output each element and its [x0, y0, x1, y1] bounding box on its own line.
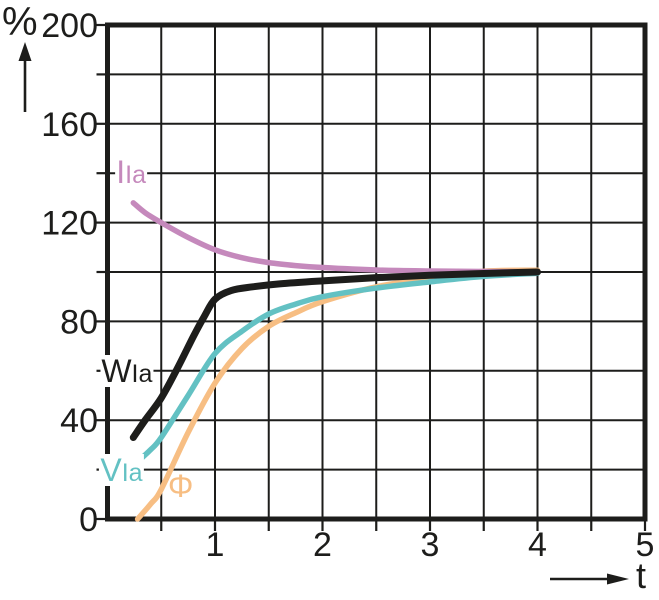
y-tick-label: 0	[79, 501, 98, 539]
curve-VIa	[131, 270, 541, 468]
y-tick-label: 120	[41, 205, 98, 243]
series-label-Phi: Φ	[167, 470, 195, 502]
y-axis-label: %	[2, 0, 38, 44]
x-axis-label: t	[636, 555, 647, 596]
series-label-WIa-sub: Ia	[131, 359, 153, 388]
series-label-IIa: IIa	[115, 153, 148, 190]
series-label-WIa: WIa	[100, 352, 154, 389]
y-axis-arrow-icon	[15, 42, 35, 119]
x-tick-label: 4	[528, 526, 547, 564]
series-label-VIa: VIa	[99, 451, 144, 488]
series-label-IIa-main: I	[116, 153, 126, 190]
series-label-VIa-sub: Ia	[121, 458, 143, 487]
curve-Phi	[134, 267, 541, 522]
x-tick-label: 3	[421, 526, 440, 564]
x-tick-label: 1	[206, 526, 225, 564]
series-label-WIa-main: W	[101, 352, 132, 389]
y-tick-label: 40	[60, 402, 98, 440]
curve-IIa	[130, 200, 541, 275]
x-axis-arrow-icon	[550, 570, 630, 593]
y-tick-label: 160	[41, 106, 98, 144]
x-tick-label: 5	[636, 526, 655, 564]
plot-border	[105, 22, 648, 522]
curve-WIa	[129, 268, 541, 441]
series-label-IIa-sub: Ia	[125, 160, 147, 189]
y-tick-label: 200	[41, 7, 98, 45]
y-tick-label: 80	[60, 303, 98, 341]
x-tick-label: 2	[313, 526, 332, 564]
series-label-Phi-main: Φ	[167, 467, 194, 504]
series-label-VIa-main: V	[100, 451, 122, 488]
